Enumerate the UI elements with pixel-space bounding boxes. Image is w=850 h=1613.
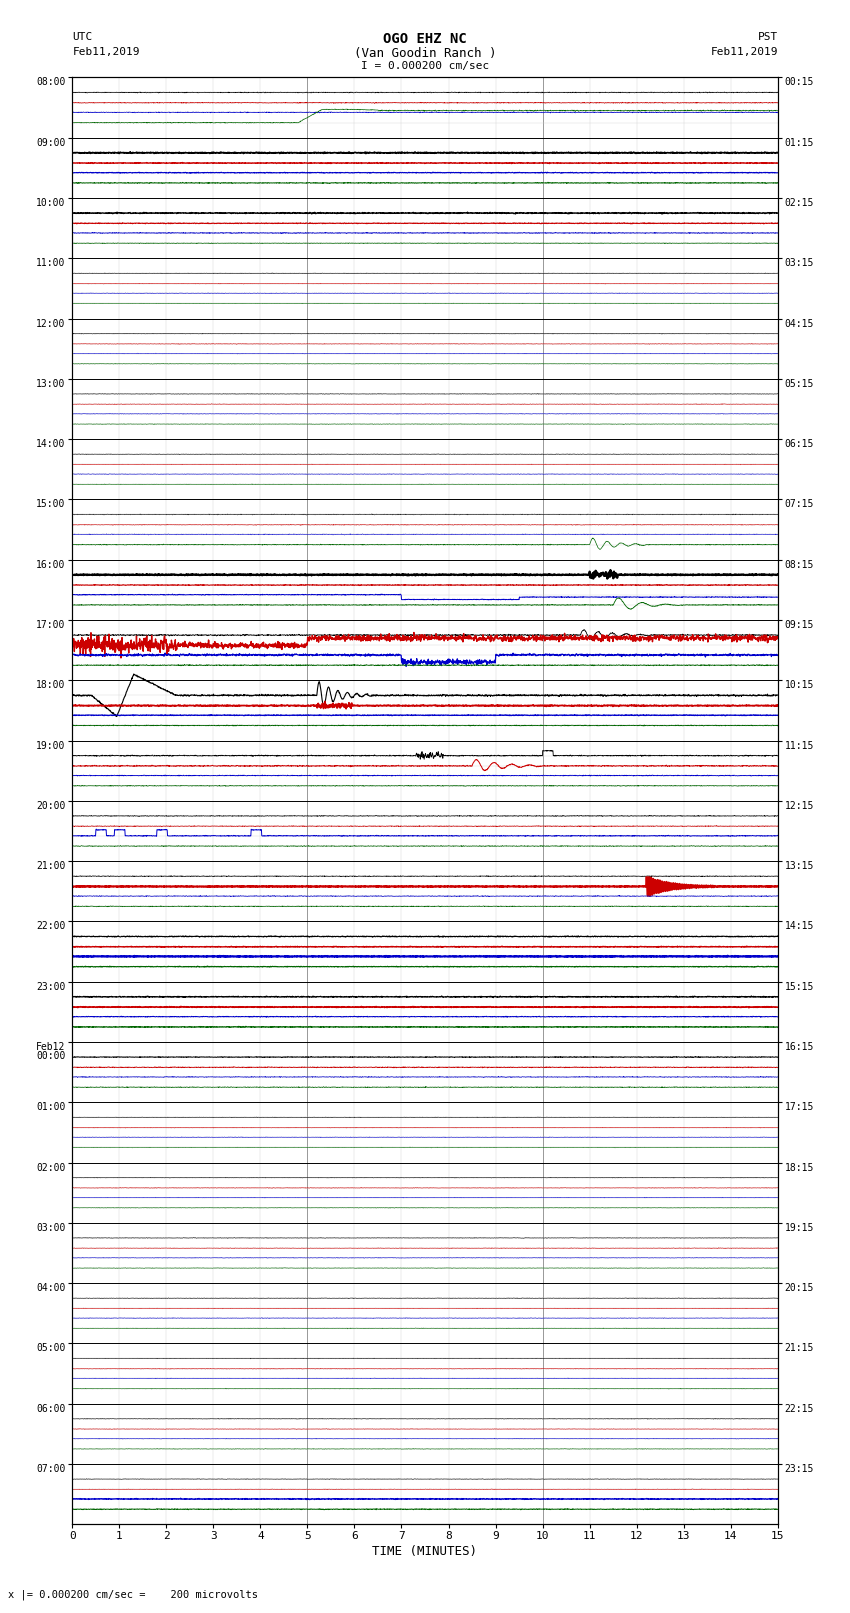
Text: PST: PST [757,32,778,42]
X-axis label: TIME (MINUTES): TIME (MINUTES) [372,1545,478,1558]
Text: (Van Goodin Ranch ): (Van Goodin Ranch ) [354,47,496,60]
Text: I = 0.000200 cm/sec: I = 0.000200 cm/sec [361,61,489,71]
Text: x |= 0.000200 cm/sec =    200 microvolts: x |= 0.000200 cm/sec = 200 microvolts [8,1589,258,1600]
Text: OGO EHZ NC: OGO EHZ NC [383,32,467,47]
Text: Feb11,2019: Feb11,2019 [72,47,139,56]
Text: Feb11,2019: Feb11,2019 [711,47,778,56]
Text: UTC: UTC [72,32,93,42]
